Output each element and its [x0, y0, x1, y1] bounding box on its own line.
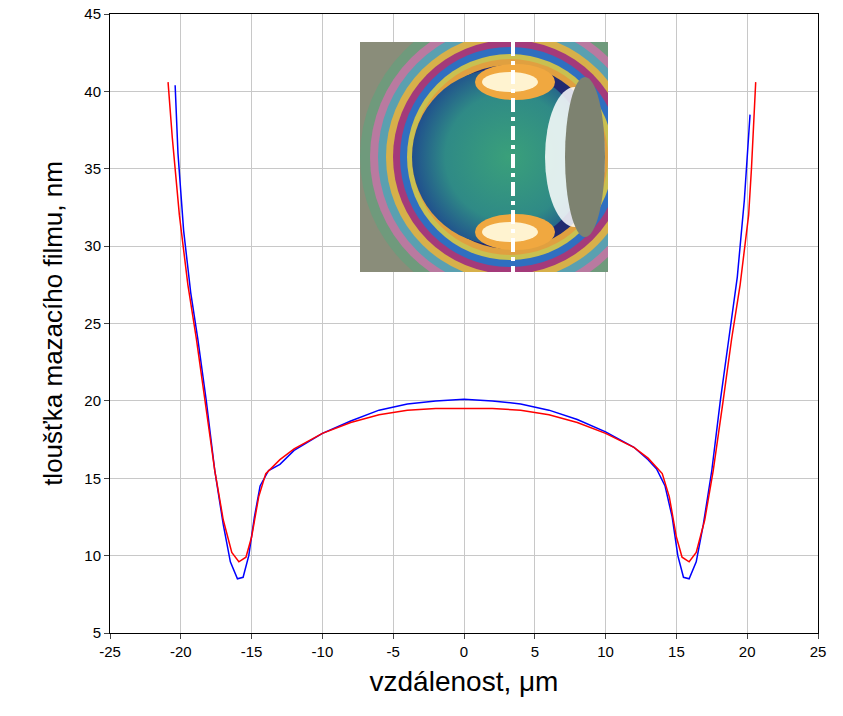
svg-text:30: 30 [84, 237, 101, 254]
svg-text:15: 15 [84, 470, 101, 487]
svg-text:tloušťka mazacího filmu, nm: tloušťka mazacího filmu, nm [38, 161, 68, 486]
svg-text:-10: -10 [312, 643, 334, 660]
svg-text:35: 35 [84, 160, 101, 177]
svg-text:5: 5 [93, 624, 101, 641]
svg-text:-25: -25 [99, 643, 121, 660]
svg-text:vzdálenost, μm: vzdálenost, μm [370, 666, 559, 697]
svg-text:20: 20 [84, 392, 101, 409]
svg-text:-20: -20 [170, 643, 192, 660]
svg-text:0: 0 [460, 643, 468, 660]
svg-text:5: 5 [531, 643, 539, 660]
svg-text:10: 10 [597, 643, 614, 660]
svg-text:-5: -5 [387, 643, 400, 660]
svg-text:-15: -15 [241, 643, 263, 660]
svg-text:45: 45 [84, 5, 101, 22]
svg-text:25: 25 [810, 643, 827, 660]
svg-text:25: 25 [84, 315, 101, 332]
svg-text:15: 15 [668, 643, 685, 660]
svg-text:20: 20 [739, 643, 756, 660]
svg-text:40: 40 [84, 83, 101, 100]
svg-text:10: 10 [84, 547, 101, 564]
